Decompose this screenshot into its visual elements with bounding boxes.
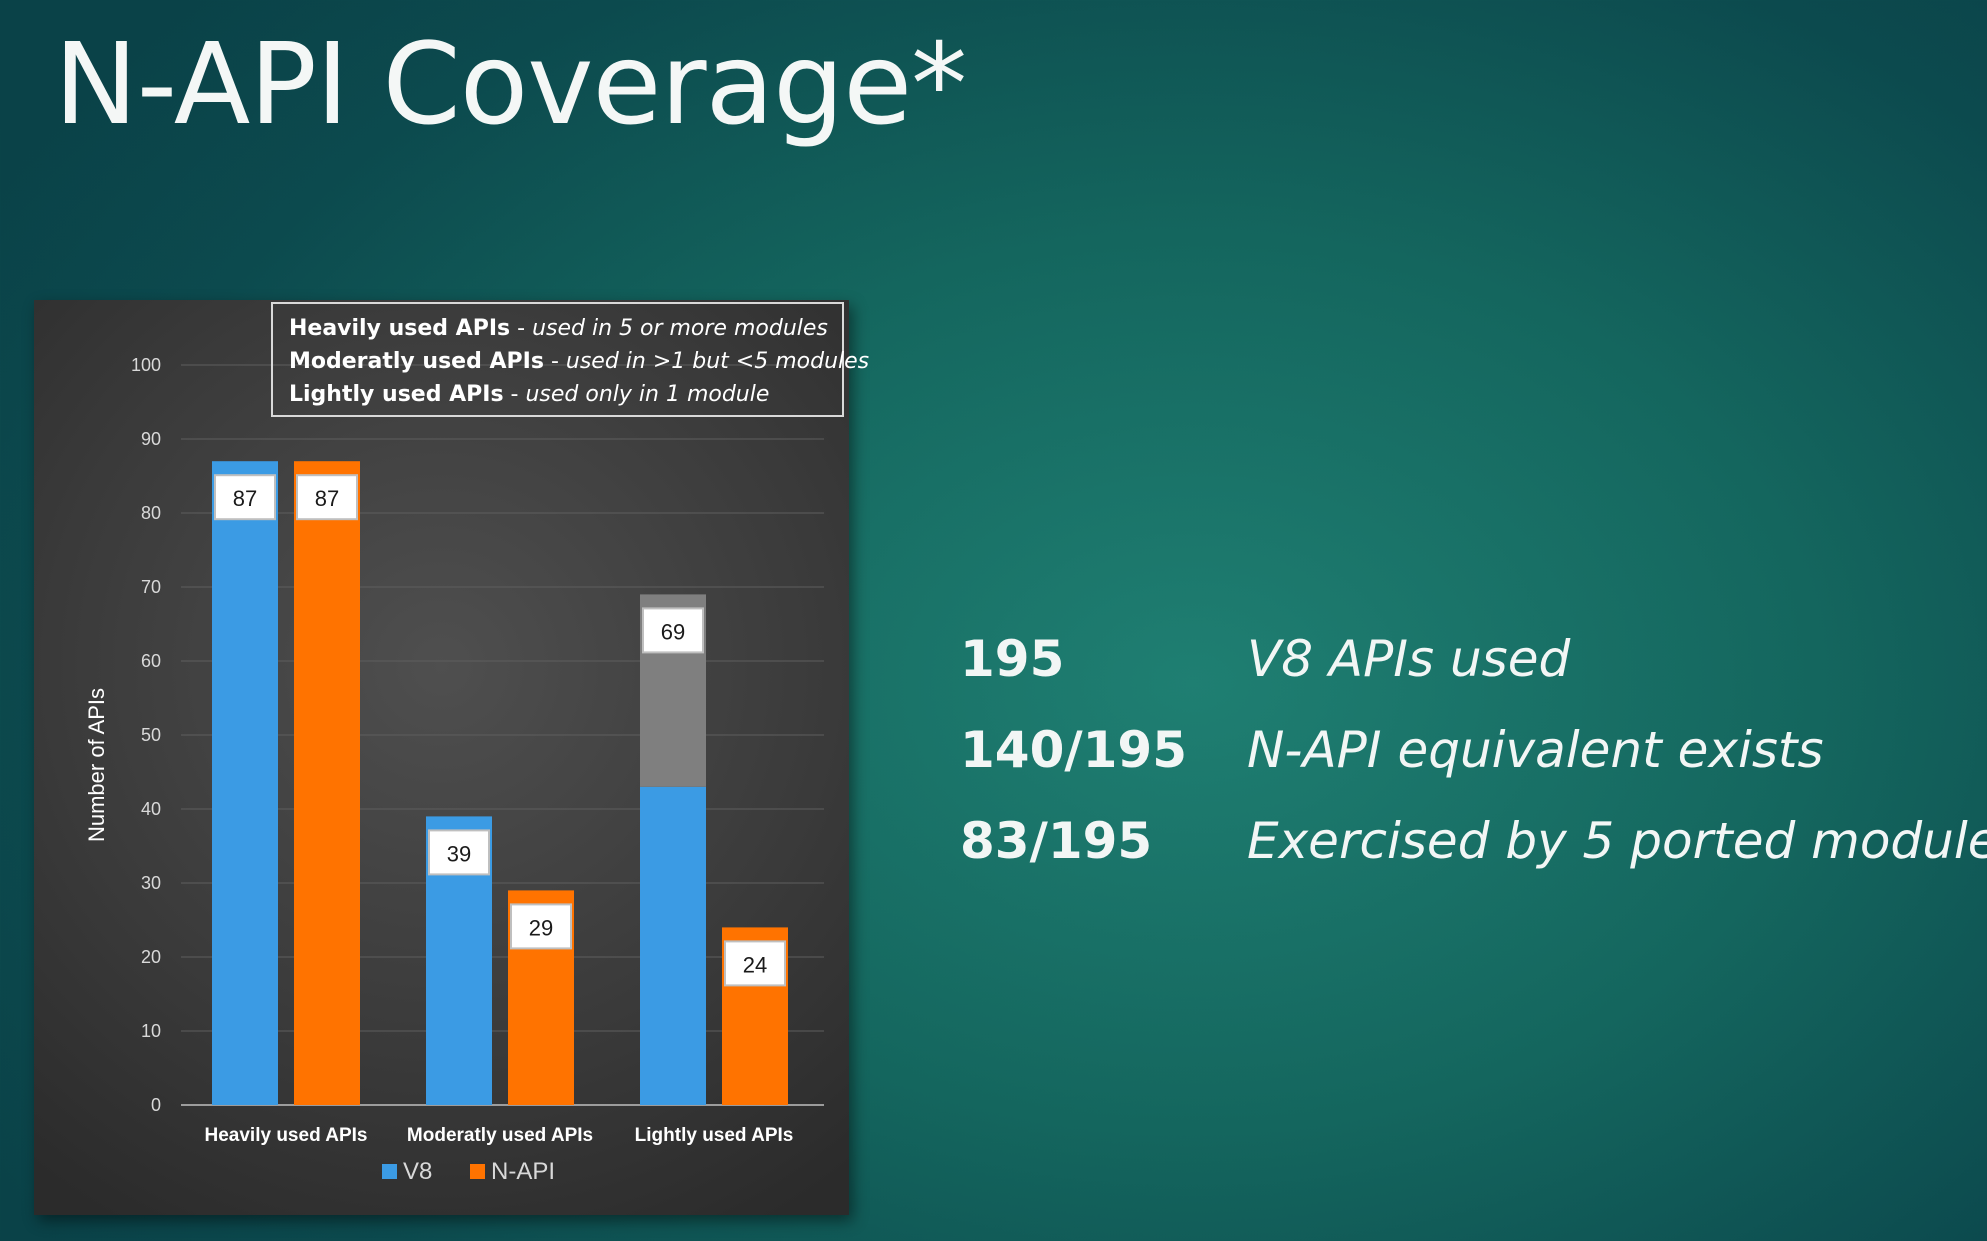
legend-swatch xyxy=(470,1164,485,1179)
legend-label: N-API xyxy=(491,1158,555,1185)
bar-chart: 87 87 39 29 69 24 0 10 20 30 40 50 60 70 80 90 100 Numbe… xyxy=(84,355,824,1185)
y-tick-label: 60 xyxy=(141,651,161,671)
stat-value: 140/195 xyxy=(960,721,1188,779)
gridlines xyxy=(181,364,824,1106)
bar-napi xyxy=(294,461,360,1105)
bar-v8 xyxy=(212,461,278,1105)
y-tick-label: 90 xyxy=(141,429,161,449)
x-category-label: Heavily used APIs xyxy=(205,1125,368,1146)
data-label: 24 xyxy=(743,952,767,977)
legend: V8 N-API xyxy=(382,1158,555,1185)
slide-title: N-API Coverage* xyxy=(54,20,967,150)
definition-row: Moderatly used APIs - used in >1 but <5 … xyxy=(289,349,870,374)
data-label-box xyxy=(296,474,358,521)
data-label: 87 xyxy=(233,486,257,511)
y-tick-label: 40 xyxy=(141,799,161,819)
data-label: 87 xyxy=(315,486,339,511)
stat-value: 195 xyxy=(960,630,1065,688)
definition-row: Heavily used APIs - used in 5 or more mo… xyxy=(289,316,828,341)
data-label-box xyxy=(642,607,704,654)
x-category-label: Lightly used APIs xyxy=(635,1125,794,1146)
y-tick-label: 20 xyxy=(141,947,161,967)
api-definitions-box: Heavily used APIs - used in 5 or more mo… xyxy=(271,302,870,417)
bars xyxy=(212,461,788,1105)
y-tick-label: 30 xyxy=(141,873,161,893)
data-label-box xyxy=(724,940,786,987)
chart-panel: 87 87 39 29 69 24 0 10 20 30 40 50 60 70 80 90 100 Numbe… xyxy=(34,300,870,1215)
data-label: 69 xyxy=(661,619,685,644)
legend-swatch xyxy=(382,1164,397,1179)
stat-label: Exercised by 5 ported modules xyxy=(1247,812,1987,870)
legend-label: V8 xyxy=(403,1158,432,1185)
y-tick-label: 80 xyxy=(141,503,161,523)
stat-label: N-API equivalent exists xyxy=(1247,721,1824,779)
x-category-label: Moderatly used APIs xyxy=(407,1125,593,1146)
definition-row: Lightly used APIs - used only in 1 modul… xyxy=(289,382,770,407)
axes: 0 10 20 30 40 50 60 70 80 90 100 Number of APIs Heav… xyxy=(84,355,793,1146)
bar-v8 xyxy=(640,786,706,1105)
data-labels: 87 87 39 29 69 24 xyxy=(214,474,786,987)
y-tick-label: 100 xyxy=(131,355,161,375)
y-tick-label: 10 xyxy=(141,1021,161,1041)
data-label: 39 xyxy=(447,841,471,866)
data-label: 29 xyxy=(529,915,553,940)
data-label-box xyxy=(428,829,490,876)
y-axis-label: Number of APIs xyxy=(84,688,109,842)
stat-label: V8 APIs used xyxy=(1247,630,1571,688)
y-tick-label: 50 xyxy=(141,725,161,745)
y-tick-label: 0 xyxy=(151,1095,161,1115)
stat-value: 83/195 xyxy=(960,812,1153,870)
y-tick-label: 70 xyxy=(141,577,161,597)
data-label-box xyxy=(510,903,572,950)
data-label-box xyxy=(214,474,276,521)
